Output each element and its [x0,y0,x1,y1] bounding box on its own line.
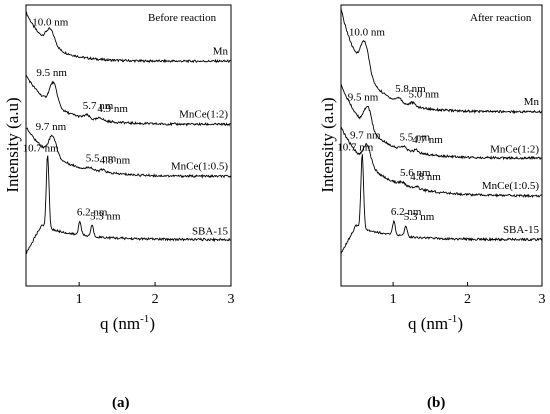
peak-label: 10.0 nm [349,26,386,38]
x-tick-label: 3 [539,292,546,307]
series-line [25,11,232,64]
series-line [25,75,231,127]
series-name-label: SBA-15 [192,226,229,238]
peak-label: 5.5 nm [400,132,431,144]
peak-label: 5.6 nm [400,167,431,179]
peak-label: 10.7 nm [23,143,60,155]
labels: Mn 10.0 nm 5.8 nm5.0 nm MnCe(1:2) 9.5 nm 5.5 … [337,26,539,236]
panel-title: After reaction [470,12,532,24]
panel-caption: (a) [112,395,130,411]
x-tick-label: 1 [76,292,83,307]
series-name-label: Mn [524,96,540,108]
peak-label: 9.7 nm [36,121,67,133]
y-axis-title: Intensity (a.u) [318,97,337,192]
x-axis-title: q (nm-1) [100,313,155,333]
curves [25,11,232,255]
plot-frame [340,4,543,287]
peak-label: 5.5 nm [86,153,117,165]
peak-label: 9.5 nm [348,91,379,103]
peak-label: 9.7 nm [350,129,381,141]
peak-label: 6.2 nm [391,206,422,218]
series-name-label: MnCe(1:2) [179,109,228,121]
x-axis-title-close: ) [457,314,463,333]
x-axis-title-sup: -1 [448,313,457,325]
ticks: 1 2 3 [76,282,235,307]
series-name-label: MnCe(1:0.5) [171,160,228,172]
panel-b: Mn 10.0 nm 5.8 nm5.0 nm MnCe(1:2) 9.5 nm 5.5 … [318,4,546,411]
peak-label: 4.8 nm [410,171,441,183]
series-name-label: MnCe(1:2) [490,144,539,156]
x-axis-title-main: q (nm [408,314,448,333]
peak-label: 10.0 nm [32,16,69,28]
series-name-label: MnCe(1:0.5) [482,180,539,192]
x-axis-title-sup: -1 [140,313,149,325]
series-line [340,8,543,115]
ticks: 1 2 3 [390,282,546,307]
panel-title: Before reaction [148,12,217,24]
peak-label: 4.9 nm [97,103,128,115]
peak-label: 5.8 nm [395,83,426,95]
x-tick-label: 2 [464,292,471,307]
series-line [340,83,543,161]
series-name-label: Mn [213,45,229,57]
series-name-label: SBA-15 [503,224,540,236]
peak-label: 4.7 nm [412,134,443,146]
series-line [25,127,232,179]
peak-label: 5.0 nm [408,89,439,101]
x-tick-label: 3 [228,292,235,307]
peak-label: 6.2 nm [77,207,108,219]
y-axis-title: Intensity (a.u) [3,97,22,192]
peak-label: 5.3 nm [404,211,435,223]
peak-label: 5.7 nm [83,100,114,112]
panel-caption: (b) [427,395,445,411]
peak-label: 9.5 nm [36,67,67,79]
series-line [25,155,232,255]
curves [340,8,543,255]
x-tick-label: 2 [152,292,159,307]
x-axis-title-main: q (nm [100,314,140,333]
peak-label: 4.8 nm [100,155,131,167]
series-line [340,126,543,199]
panel-a: Mn 10.0 nm MnCe(1:2) 9.5 nm 5.7 nm4.9 nm MnCe… [3,4,235,411]
peak-label: 10.7 nm [337,141,374,153]
x-tick-label: 1 [390,292,397,307]
x-axis-title: q (nm-1) [408,313,463,333]
labels: Mn 10.0 nm MnCe(1:2) 9.5 nm 5.7 nm4.9 nm MnCe… [23,16,229,237]
x-axis-title-close: ) [149,314,155,333]
series-line [340,154,543,255]
plot-frame [25,4,232,287]
peak-label: 5.3 nm [90,210,121,222]
